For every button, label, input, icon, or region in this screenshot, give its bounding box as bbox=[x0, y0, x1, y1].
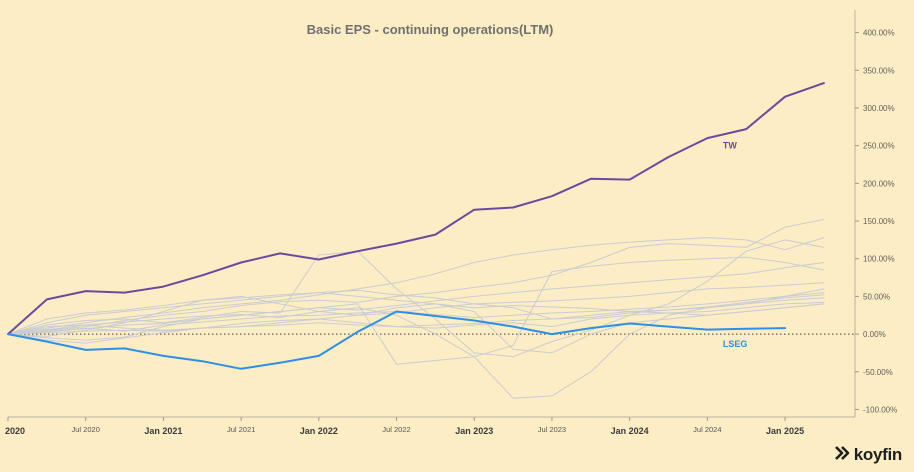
y-tick-label: -100.00% bbox=[863, 405, 897, 414]
labels-group: -100.00% -50.00% 0.00% 50.00% 100.00% 150.00%… bbox=[5, 29, 897, 436]
series-line-peer-13 bbox=[7, 295, 825, 354]
y-tick-label: 350.00% bbox=[863, 66, 895, 75]
x-tick-label: Jul 2021 bbox=[227, 425, 255, 434]
y-tick-label: 100.00% bbox=[863, 255, 895, 264]
x-tick-label: Jul 2024 bbox=[693, 425, 721, 434]
axes bbox=[7, 10, 859, 421]
series-line-peer-2 bbox=[7, 219, 825, 335]
series-line-lseg bbox=[7, 310, 787, 370]
series-group bbox=[7, 82, 825, 399]
x-tick-label: Jan 2025 bbox=[766, 426, 804, 436]
koyfin-logo-icon bbox=[832, 442, 852, 467]
brand-name: koyfin bbox=[853, 444, 903, 464]
y-tick-label: 200.00% bbox=[863, 179, 895, 188]
x-tick-label: Jul 2022 bbox=[382, 425, 410, 434]
series-line-peer-3 bbox=[7, 239, 825, 358]
x-tick-label: Jul 2020 bbox=[72, 425, 100, 434]
series-line-peer-5 bbox=[7, 282, 825, 335]
series-line-tw bbox=[7, 82, 825, 336]
series-line-peer-1 bbox=[7, 237, 825, 335]
x-tick-label: Jan 2023 bbox=[455, 426, 493, 436]
series-line-peer-10 bbox=[7, 294, 825, 344]
series-line-peer-6 bbox=[7, 256, 825, 365]
x-tick-label: 2020 bbox=[5, 426, 25, 436]
x-tick-label: Jul 2023 bbox=[538, 425, 566, 434]
y-tick-label: 400.00% bbox=[863, 29, 895, 38]
series-label-lseg: LSEG bbox=[723, 339, 748, 349]
x-tick-label: Jan 2021 bbox=[144, 426, 182, 436]
series-line-peer-9 bbox=[7, 301, 825, 335]
x-tick-label: Jan 2024 bbox=[611, 426, 649, 436]
y-tick-label: -50.00% bbox=[863, 368, 893, 377]
y-tick-label: 250.00% bbox=[863, 142, 895, 151]
y-tick-label: 150.00% bbox=[863, 217, 895, 226]
series-line-peer-4 bbox=[7, 262, 825, 335]
y-tick-label: 300.00% bbox=[863, 104, 895, 113]
series-line-peer-7 bbox=[7, 297, 825, 399]
y-tick-label: 0.00% bbox=[863, 330, 886, 339]
series-line-peer-11 bbox=[7, 289, 825, 335]
x-tick-label: Jan 2022 bbox=[300, 426, 338, 436]
series-label-tw: TW bbox=[723, 141, 737, 151]
y-tick-label: 50.00% bbox=[863, 292, 890, 301]
chart-title: Basic EPS - continuing operations(LTM) bbox=[307, 22, 554, 37]
brand-logo: koyfin bbox=[832, 442, 902, 467]
